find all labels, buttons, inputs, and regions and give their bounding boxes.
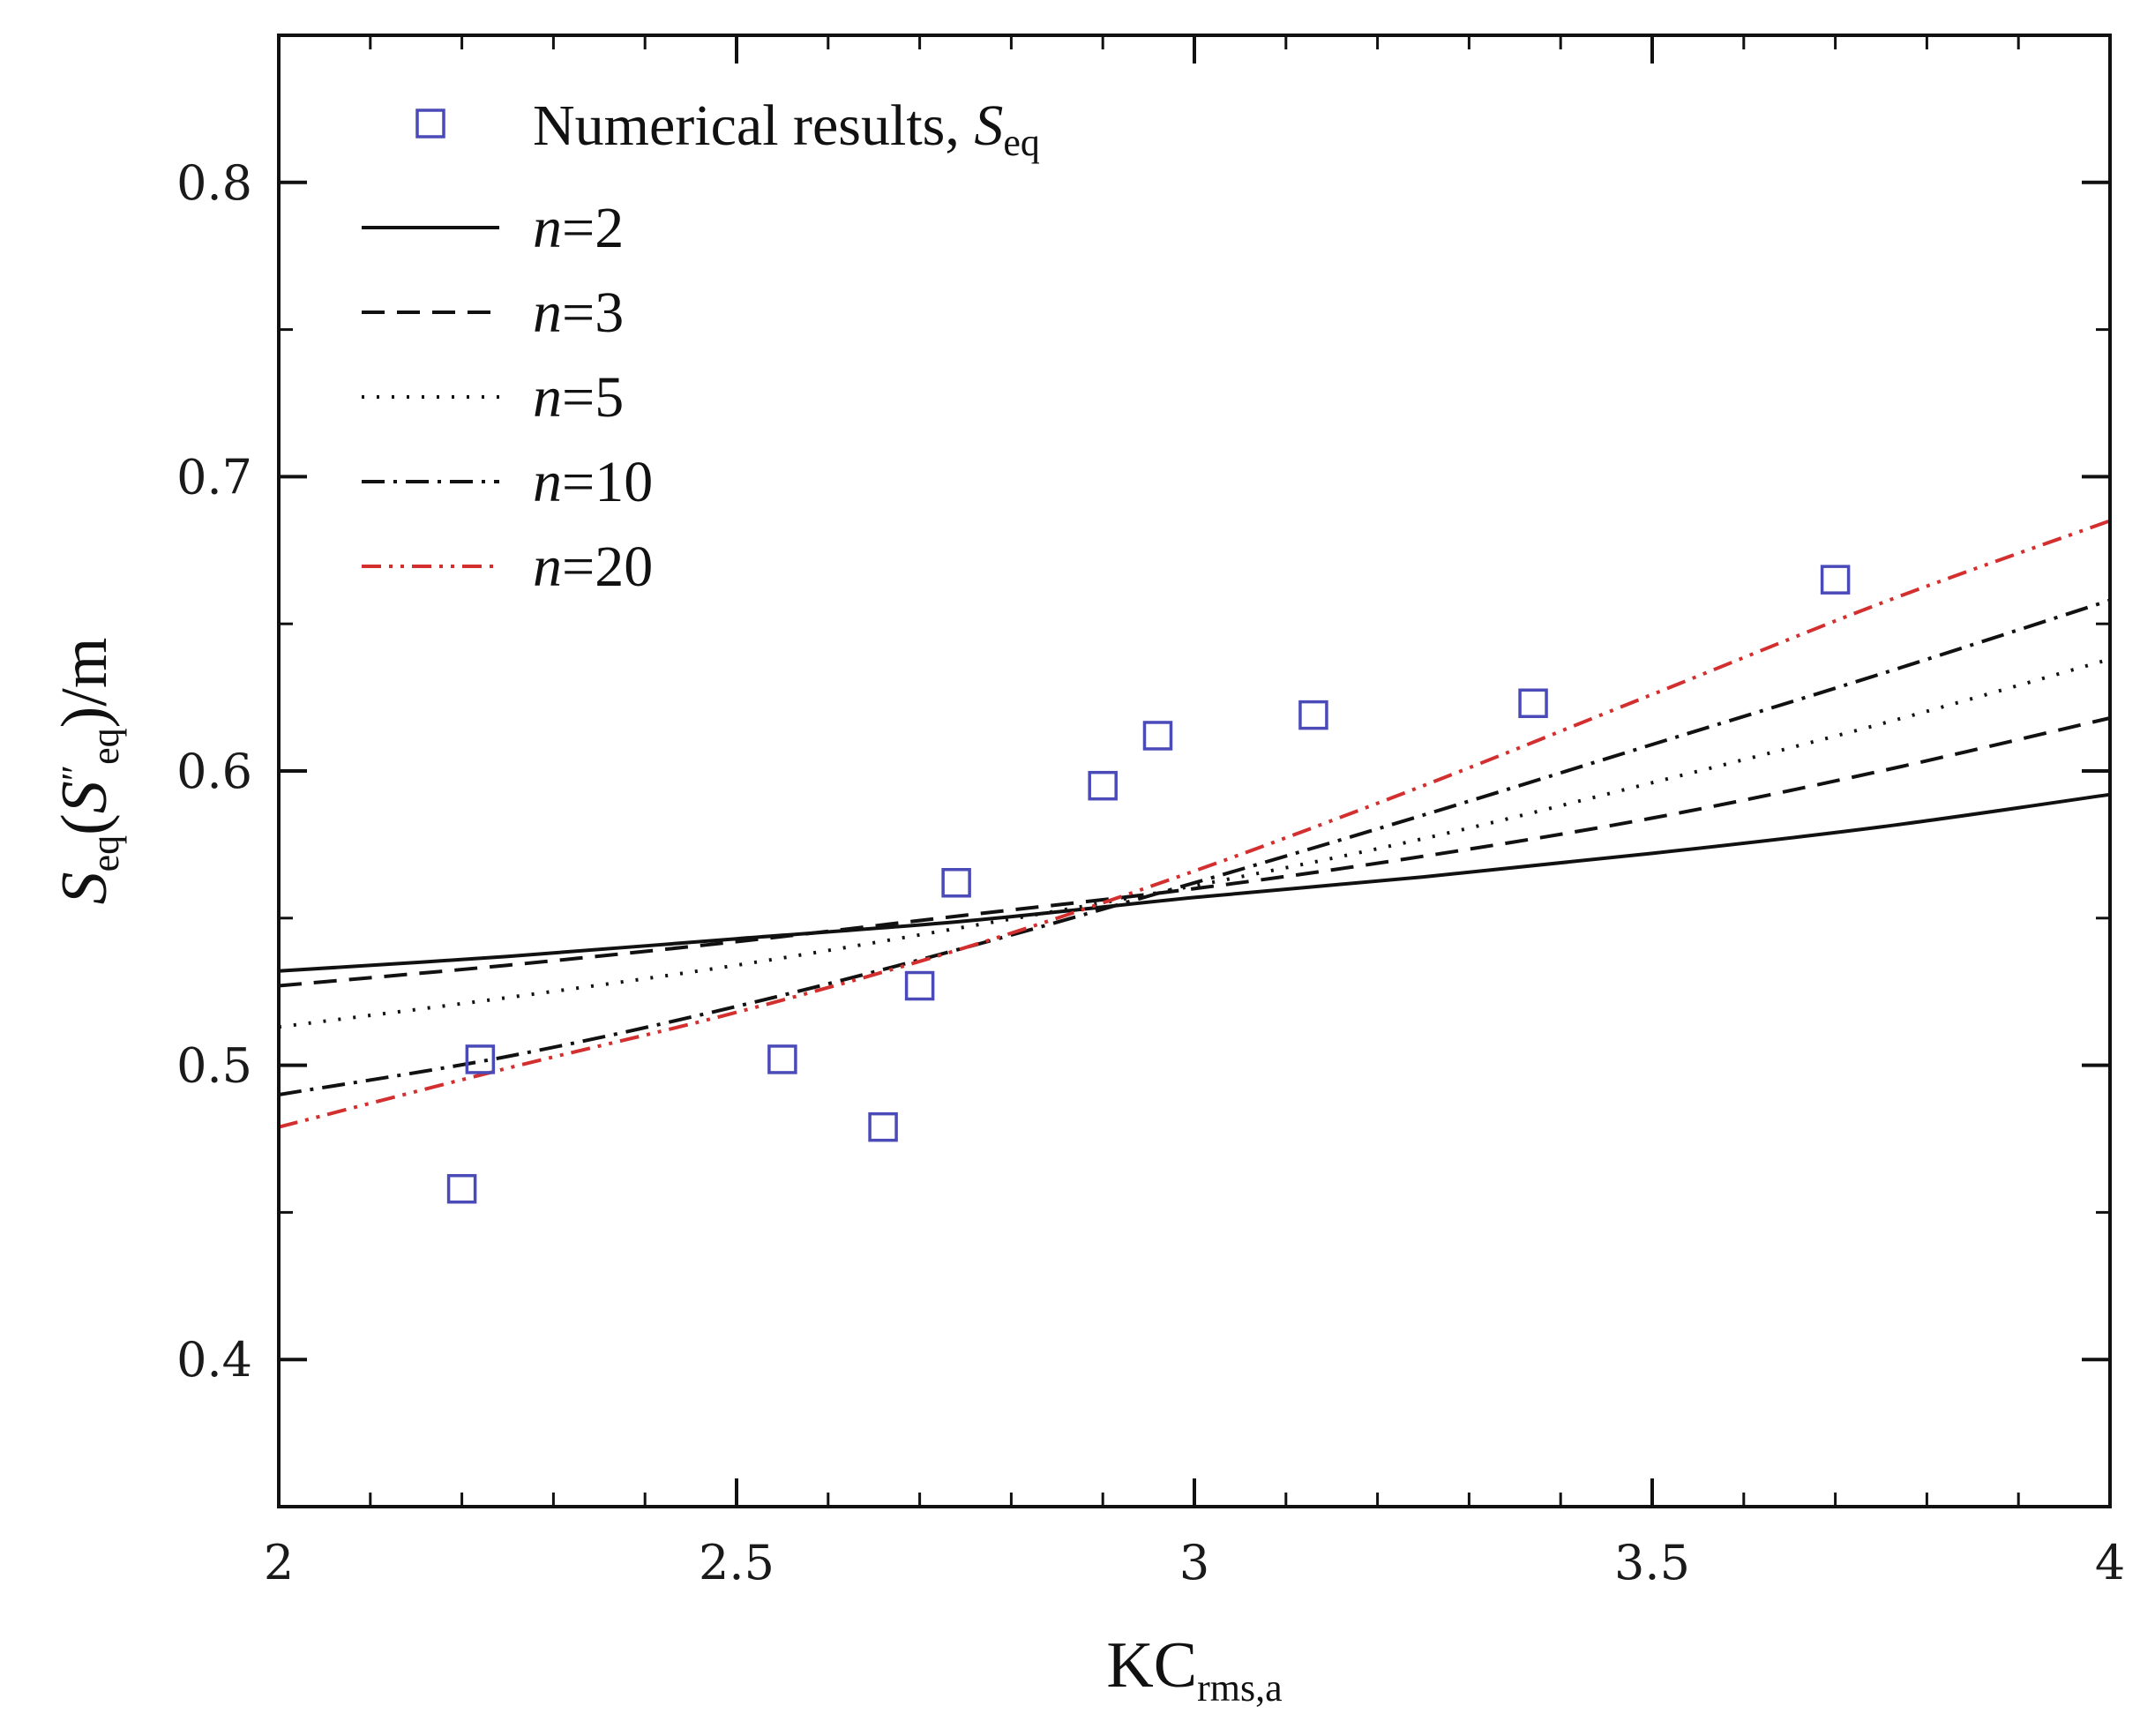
legend-label-n20: n=20 bbox=[533, 535, 653, 599]
scatter-point bbox=[1088, 770, 1118, 801]
series-line-n20 bbox=[278, 519, 2111, 1129]
series-line-n2 bbox=[278, 792, 2111, 973]
y-axis-title-s2: S bbox=[49, 781, 121, 813]
x-tick-label: 3.5 bbox=[1614, 1535, 1690, 1590]
y-tick-label: 0.6 bbox=[176, 744, 252, 799]
legend-label-n3: n=3 bbox=[533, 281, 624, 345]
scatter-point bbox=[446, 1173, 477, 1204]
legend-label-n5: n=5 bbox=[533, 365, 624, 430]
scatter-point bbox=[1820, 565, 1851, 595]
x-tick-label: 2 bbox=[264, 1535, 294, 1590]
y-axis-title-s1: S bbox=[49, 872, 121, 904]
legend-label-rest: =20 bbox=[562, 535, 653, 599]
legend-label-italic: n bbox=[533, 535, 562, 599]
legend-label-rest: =5 bbox=[562, 365, 624, 430]
scatter-point bbox=[767, 1044, 797, 1074]
scatter-point bbox=[904, 970, 935, 1001]
series-line-n10 bbox=[278, 598, 2111, 1096]
legend-label-n2: n=2 bbox=[533, 196, 624, 260]
legend: Numerical results, Seq n=2n=3n=5n=10n=20 bbox=[362, 94, 1040, 599]
y-axis-title: Seq(S″eq)/m bbox=[49, 638, 127, 905]
x-axis-title-main: KC bbox=[1106, 1629, 1197, 1702]
scatter-points bbox=[446, 565, 1851, 1204]
legend-label-rest: =2 bbox=[562, 196, 624, 260]
legend-label-rest: =3 bbox=[562, 281, 624, 345]
legend-scatter-marker bbox=[415, 108, 445, 138]
scatter-point bbox=[1142, 721, 1173, 751]
x-axis-title: KCrms,a bbox=[1106, 1629, 1282, 1710]
series-lines bbox=[278, 519, 2111, 1129]
scatter-point bbox=[941, 868, 971, 898]
plot-frame bbox=[277, 34, 2112, 1508]
y-axis-title-open: ( bbox=[49, 813, 121, 835]
y-tick-label: 0.8 bbox=[176, 155, 252, 211]
scatter-point bbox=[1518, 688, 1548, 719]
y-axis-title-prime: ″ bbox=[54, 765, 97, 781]
x-tick-label: 3 bbox=[1179, 1535, 1209, 1590]
series-line-n5 bbox=[278, 657, 2111, 1029]
legend-scatter-label-text: Numerical results, bbox=[533, 94, 974, 158]
y-tick-label: 0.5 bbox=[176, 1038, 252, 1094]
legend-scatter-label-italic: S bbox=[974, 94, 1003, 158]
scatter-point bbox=[1298, 700, 1328, 730]
x-tick-label: 4 bbox=[2095, 1535, 2125, 1590]
y-tick-label: 0.7 bbox=[176, 449, 252, 505]
legend-scatter-label: Numerical results, Seq bbox=[533, 94, 1040, 164]
y-tick-label: 0.4 bbox=[176, 1332, 252, 1388]
legend-label-italic: n bbox=[533, 365, 562, 430]
tick-labels: 2 2.5 3 3.5 4 0.4 0.5 0.6 0.7 0.8 bbox=[176, 155, 2125, 1590]
legend-scatter-label-sub: eq bbox=[1003, 121, 1040, 164]
legend-series: n=2n=3n=5n=10n=20 bbox=[362, 196, 653, 599]
legend-label-rest: =10 bbox=[562, 450, 653, 514]
legend-label-italic: n bbox=[533, 450, 562, 514]
legend-label-italic: n bbox=[533, 281, 562, 345]
legend-label-n10: n=10 bbox=[533, 450, 653, 514]
legend-label-italic: n bbox=[533, 196, 562, 260]
scatter-point bbox=[868, 1111, 898, 1142]
scatter-point bbox=[465, 1044, 496, 1074]
y-axis-title-sub1: eq bbox=[84, 835, 127, 872]
y-axis-title-close: )/m bbox=[49, 638, 121, 729]
y-axis-title-sub2: eq bbox=[84, 728, 127, 765]
series-line-n3 bbox=[278, 716, 2111, 988]
x-axis-title-sub: rms,a bbox=[1197, 1666, 1283, 1710]
x-tick-label: 2.5 bbox=[699, 1535, 774, 1590]
